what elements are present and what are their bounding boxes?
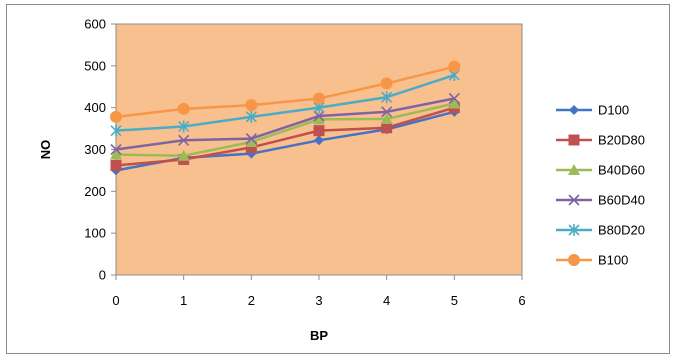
series-line (115, 102, 455, 158)
legend-label: B60D40 (598, 193, 645, 208)
data-point (245, 110, 257, 123)
series-b80d20 (110, 69, 460, 137)
legend-marker (568, 194, 580, 206)
data-point (313, 113, 325, 125)
data-point (177, 149, 190, 161)
data-point (110, 148, 122, 160)
legend-label: B40D60 (598, 163, 645, 178)
legend-item: B20D80 (556, 133, 645, 148)
x-tick-label: 5 (451, 293, 458, 308)
data-point (110, 143, 122, 156)
legend-marker (568, 254, 580, 266)
data-point (177, 102, 190, 115)
data-point (448, 97, 461, 109)
data-point (110, 110, 122, 123)
data-point (245, 99, 258, 112)
y-tick-label: 500 (84, 58, 106, 73)
data-point (245, 135, 258, 147)
data-point (313, 92, 325, 105)
plot-area (115, 23, 523, 276)
data-point (448, 60, 461, 73)
x-axis: 0 1 2 3 4 5 6 (112, 274, 526, 308)
y-tick-label: 200 (84, 184, 106, 199)
data-point (314, 135, 324, 146)
legend-marker (569, 105, 579, 115)
x-tick-label: 1 (180, 293, 187, 308)
legend-label: B20D80 (598, 133, 645, 148)
y-axis-title: NO (38, 140, 53, 160)
x-axis-title: BP (310, 328, 328, 343)
y-axis: 0 100 200 300 400 500 600 (84, 17, 117, 283)
data-point (313, 110, 325, 122)
series-b100 (110, 60, 461, 123)
data-point (245, 141, 257, 153)
legend: D100 B20D80 B40D60 B60D40 B80D20 B100 (556, 103, 645, 268)
y-tick-label: 0 (99, 268, 106, 283)
data-point (380, 77, 393, 90)
data-point (313, 125, 325, 137)
legend-label: B100 (598, 253, 628, 268)
legend-label: D100 (598, 103, 629, 118)
data-point (245, 133, 257, 145)
legend-item: B40D60 (556, 163, 645, 178)
x-tick-label: 0 (112, 293, 119, 308)
data-point (380, 112, 393, 124)
x-tick-label: 4 (383, 293, 390, 308)
data-point (178, 134, 190, 146)
data-point (178, 120, 190, 133)
legend-item: B60D40 (556, 193, 645, 208)
legend-item: B100 (556, 253, 628, 268)
legend-label: B80D20 (598, 223, 645, 238)
legend-item: D100 (556, 103, 629, 118)
data-point (381, 106, 393, 118)
data-point (381, 91, 393, 104)
series-b40d60 (110, 97, 461, 161)
legend-marker (568, 224, 580, 236)
data-point (110, 124, 122, 137)
data-point (381, 122, 393, 134)
y-tick-label: 300 (84, 142, 106, 157)
series-line (115, 97, 455, 151)
series-b60d40 (110, 92, 460, 156)
legend-marker (568, 164, 580, 175)
x-tick-label: 2 (248, 293, 255, 308)
x-tick-label: 6 (518, 293, 525, 308)
series-layer (110, 60, 461, 176)
legend-item: B80D20 (556, 223, 645, 238)
series-line (115, 65, 455, 119)
y-tick-label: 600 (84, 17, 106, 32)
data-point (110, 159, 122, 171)
y-tick-label: 100 (84, 226, 106, 241)
series-line (115, 106, 455, 167)
legend-marker (568, 134, 580, 146)
data-point (448, 92, 460, 105)
x-tick-label: 3 (315, 293, 322, 308)
y-tick-label: 400 (84, 100, 106, 115)
series-line (115, 73, 455, 132)
